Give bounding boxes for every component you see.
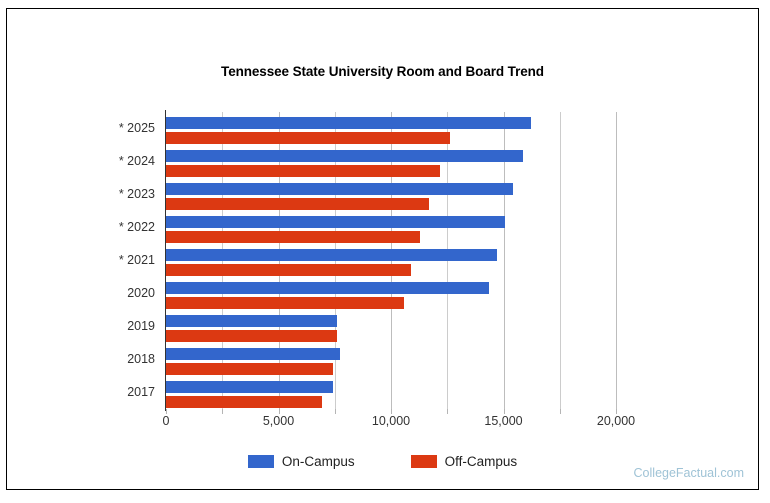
- bar-group: [166, 145, 616, 178]
- x-axis-tick-label: 0: [162, 414, 170, 428]
- y-axis-tick-label: 2018: [127, 351, 155, 366]
- y-axis-tick-label: * 2024: [118, 153, 155, 168]
- x-axis-tick-label: 5,000: [262, 414, 295, 428]
- chart-title: Tennessee State University Room and Boar…: [221, 64, 544, 79]
- watermark-collegefactual: CollegeFactual.com: [633, 466, 744, 480]
- bar-off-campus[interactable]: [166, 231, 421, 243]
- plot-area: [166, 112, 617, 409]
- legend-item-off-campus[interactable]: Off-Campus: [410, 454, 518, 469]
- gridline: [616, 112, 617, 409]
- x-axis-tick: [334, 409, 336, 414]
- x-axis-tick: [278, 409, 280, 414]
- legend-label: Off-Campus: [444, 454, 518, 469]
- bar-off-campus[interactable]: [166, 198, 430, 210]
- bar-on-campus[interactable]: [166, 117, 531, 129]
- bar-on-campus[interactable]: [166, 315, 337, 327]
- bar-group: [166, 178, 616, 211]
- bar-on-campus[interactable]: [166, 282, 490, 294]
- x-axis-tick-label: 20,000: [596, 414, 636, 428]
- bar-group: [166, 211, 616, 244]
- legend-swatch-icon: [410, 455, 437, 468]
- bar-group: [166, 343, 616, 376]
- x-axis-tick-label: 10,000: [371, 414, 411, 428]
- bar-on-campus[interactable]: [166, 150, 524, 162]
- gridline: [559, 112, 561, 409]
- x-axis-tick: [166, 409, 167, 414]
- y-axis-tick-label: * 2023: [118, 186, 155, 201]
- x-axis-tick: [616, 409, 617, 414]
- bar-off-campus[interactable]: [166, 264, 412, 276]
- legend-item-on-campus[interactable]: On-Campus: [247, 454, 355, 469]
- bar-group: [166, 244, 616, 277]
- y-axis-tick-label: * 2021: [118, 252, 155, 267]
- x-axis-tick: [559, 409, 561, 414]
- chart-container: Tennessee State University Room and Boar…: [6, 8, 759, 490]
- bar-group: [166, 310, 616, 343]
- y-axis-tick-label: * 2025: [118, 120, 155, 135]
- bar-group: [166, 112, 616, 145]
- y-axis-tick-label: 2019: [127, 318, 155, 333]
- x-axis-labels: 0 5,000 10,000 15,000 20,000: [162, 414, 636, 434]
- y-axis-line: [165, 110, 167, 411]
- legend-label: On-Campus: [281, 454, 355, 469]
- bar-off-campus[interactable]: [166, 132, 450, 144]
- bar-on-campus[interactable]: [166, 348, 340, 360]
- x-axis-tick: [391, 409, 392, 414]
- bar-off-campus[interactable]: [166, 363, 333, 375]
- bar-group: [166, 277, 616, 310]
- x-axis-tick: [447, 409, 449, 414]
- x-axis-tick-label: 15,000: [484, 414, 523, 428]
- y-axis-tick-label: 2020: [127, 285, 155, 300]
- bar-on-campus[interactable]: [166, 216, 506, 228]
- bar-on-campus[interactable]: [166, 183, 513, 195]
- bar-on-campus[interactable]: [166, 249, 497, 261]
- y-axis-tick-label: * 2022: [118, 219, 155, 234]
- bar-off-campus[interactable]: [166, 297, 405, 309]
- x-axis-tick: [222, 409, 224, 414]
- x-axis-tick: [503, 409, 505, 414]
- bar-off-campus[interactable]: [166, 396, 322, 408]
- y-axis-tick-label: 2017: [127, 384, 155, 399]
- chart-legend: On-Campus Off-Campus: [7, 454, 758, 469]
- y-axis-labels: * 2025 * 2024 * 2023 * 2022 * 2021 2020 2019 20…: [7, 112, 155, 409]
- bar-group: [166, 376, 616, 409]
- gridline: [503, 112, 505, 409]
- bar-on-campus[interactable]: [166, 381, 333, 393]
- bar-off-campus[interactable]: [166, 165, 441, 177]
- bar-off-campus[interactable]: [166, 330, 337, 342]
- legend-swatch-icon: [247, 455, 274, 468]
